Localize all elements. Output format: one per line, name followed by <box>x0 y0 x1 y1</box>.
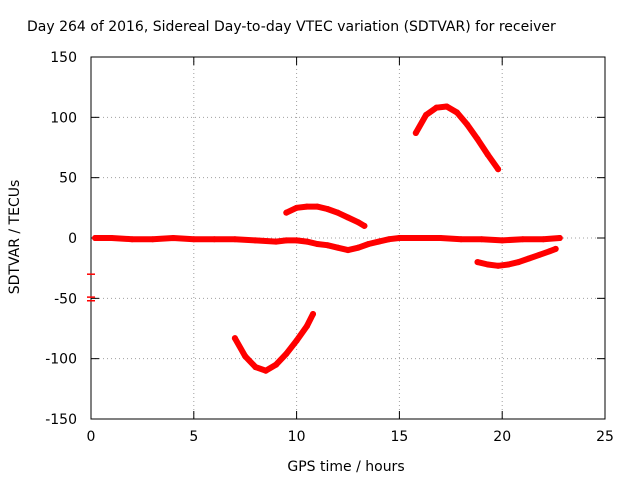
data-point <box>423 111 430 118</box>
data-point <box>324 242 331 249</box>
data-point <box>478 236 485 243</box>
data-point <box>474 259 481 266</box>
data-point <box>283 350 290 357</box>
data-point <box>283 209 290 216</box>
x-tick-label: 20 <box>493 429 511 445</box>
data-point <box>540 236 547 243</box>
x-tick-labels: 0 5 10 15 20 25 <box>87 429 614 445</box>
data-point <box>495 262 502 269</box>
data-point <box>458 236 465 243</box>
data-point <box>515 259 522 266</box>
x-tick-label: 5 <box>189 429 198 445</box>
data-point <box>552 245 559 252</box>
data-point <box>334 244 341 251</box>
data-point <box>519 236 526 243</box>
y-tick-label: 50 <box>59 171 77 187</box>
data-point <box>396 235 403 241</box>
data-point <box>303 323 310 330</box>
data-point <box>464 121 471 128</box>
data-point <box>334 209 341 216</box>
data-point <box>273 361 280 368</box>
data-point <box>412 130 419 137</box>
x-tick-label: 15 <box>390 429 408 445</box>
y-tick-labels: -150 -100 -50 0 50 100 150 <box>45 50 77 428</box>
data-point <box>283 237 290 244</box>
data-point <box>386 236 393 243</box>
data-point <box>149 236 156 243</box>
data-point <box>443 103 450 110</box>
data-point <box>190 236 197 243</box>
data-point <box>525 255 532 262</box>
data-point <box>433 104 440 111</box>
data-point <box>314 203 321 210</box>
data-point <box>293 237 300 244</box>
data-point <box>303 238 310 245</box>
data-point <box>536 251 543 258</box>
y-tick-label: -50 <box>54 291 77 307</box>
data-point <box>505 261 512 268</box>
data-point <box>361 222 368 229</box>
data-point <box>273 238 280 245</box>
data-point <box>365 241 372 248</box>
chart-title: Day 264 of 2016, Sidereal Day-to-day VTE… <box>27 19 556 35</box>
data-point <box>252 364 259 371</box>
data-point <box>310 311 317 318</box>
data-point <box>495 166 502 173</box>
data-point <box>484 261 491 268</box>
data-point <box>303 203 310 210</box>
x-tick-label: 10 <box>288 429 306 445</box>
data-point <box>345 214 351 221</box>
data-point <box>293 337 300 344</box>
data-point <box>355 219 362 226</box>
series-trace <box>92 235 563 254</box>
data-point <box>474 136 481 143</box>
data-point <box>484 151 491 158</box>
data-point <box>375 238 382 245</box>
data-point <box>108 235 115 241</box>
x-tick-label: 25 <box>596 429 614 445</box>
data-point <box>324 206 331 213</box>
data-point <box>211 236 218 243</box>
data-point <box>170 235 177 241</box>
data-point <box>314 241 321 248</box>
data-point <box>556 235 563 241</box>
data-point <box>262 367 269 374</box>
data-point <box>231 236 238 243</box>
data-point <box>242 353 249 360</box>
data-point <box>499 237 506 244</box>
data-point <box>355 244 362 251</box>
data-point <box>546 248 553 255</box>
y-tick-label: 150 <box>50 50 77 66</box>
data-point <box>129 236 136 243</box>
data-point <box>293 204 300 211</box>
data-point <box>437 235 444 241</box>
x-axis-label: GPS time / hours <box>287 459 404 475</box>
data-point <box>252 237 259 244</box>
data-point <box>92 235 99 241</box>
data-point <box>345 247 351 254</box>
data-point <box>231 335 238 342</box>
y-tick-label: 100 <box>50 110 77 126</box>
data-point <box>416 235 423 241</box>
y-tick-label: -150 <box>45 412 77 428</box>
data-point <box>453 109 460 116</box>
y-axis-label: SDTVAR / TECUs <box>7 180 23 295</box>
y-tick-label: -100 <box>45 352 77 368</box>
x-tick-label: 0 <box>87 429 96 445</box>
data-marks <box>87 103 563 374</box>
y-tick-label: 0 <box>68 231 77 247</box>
